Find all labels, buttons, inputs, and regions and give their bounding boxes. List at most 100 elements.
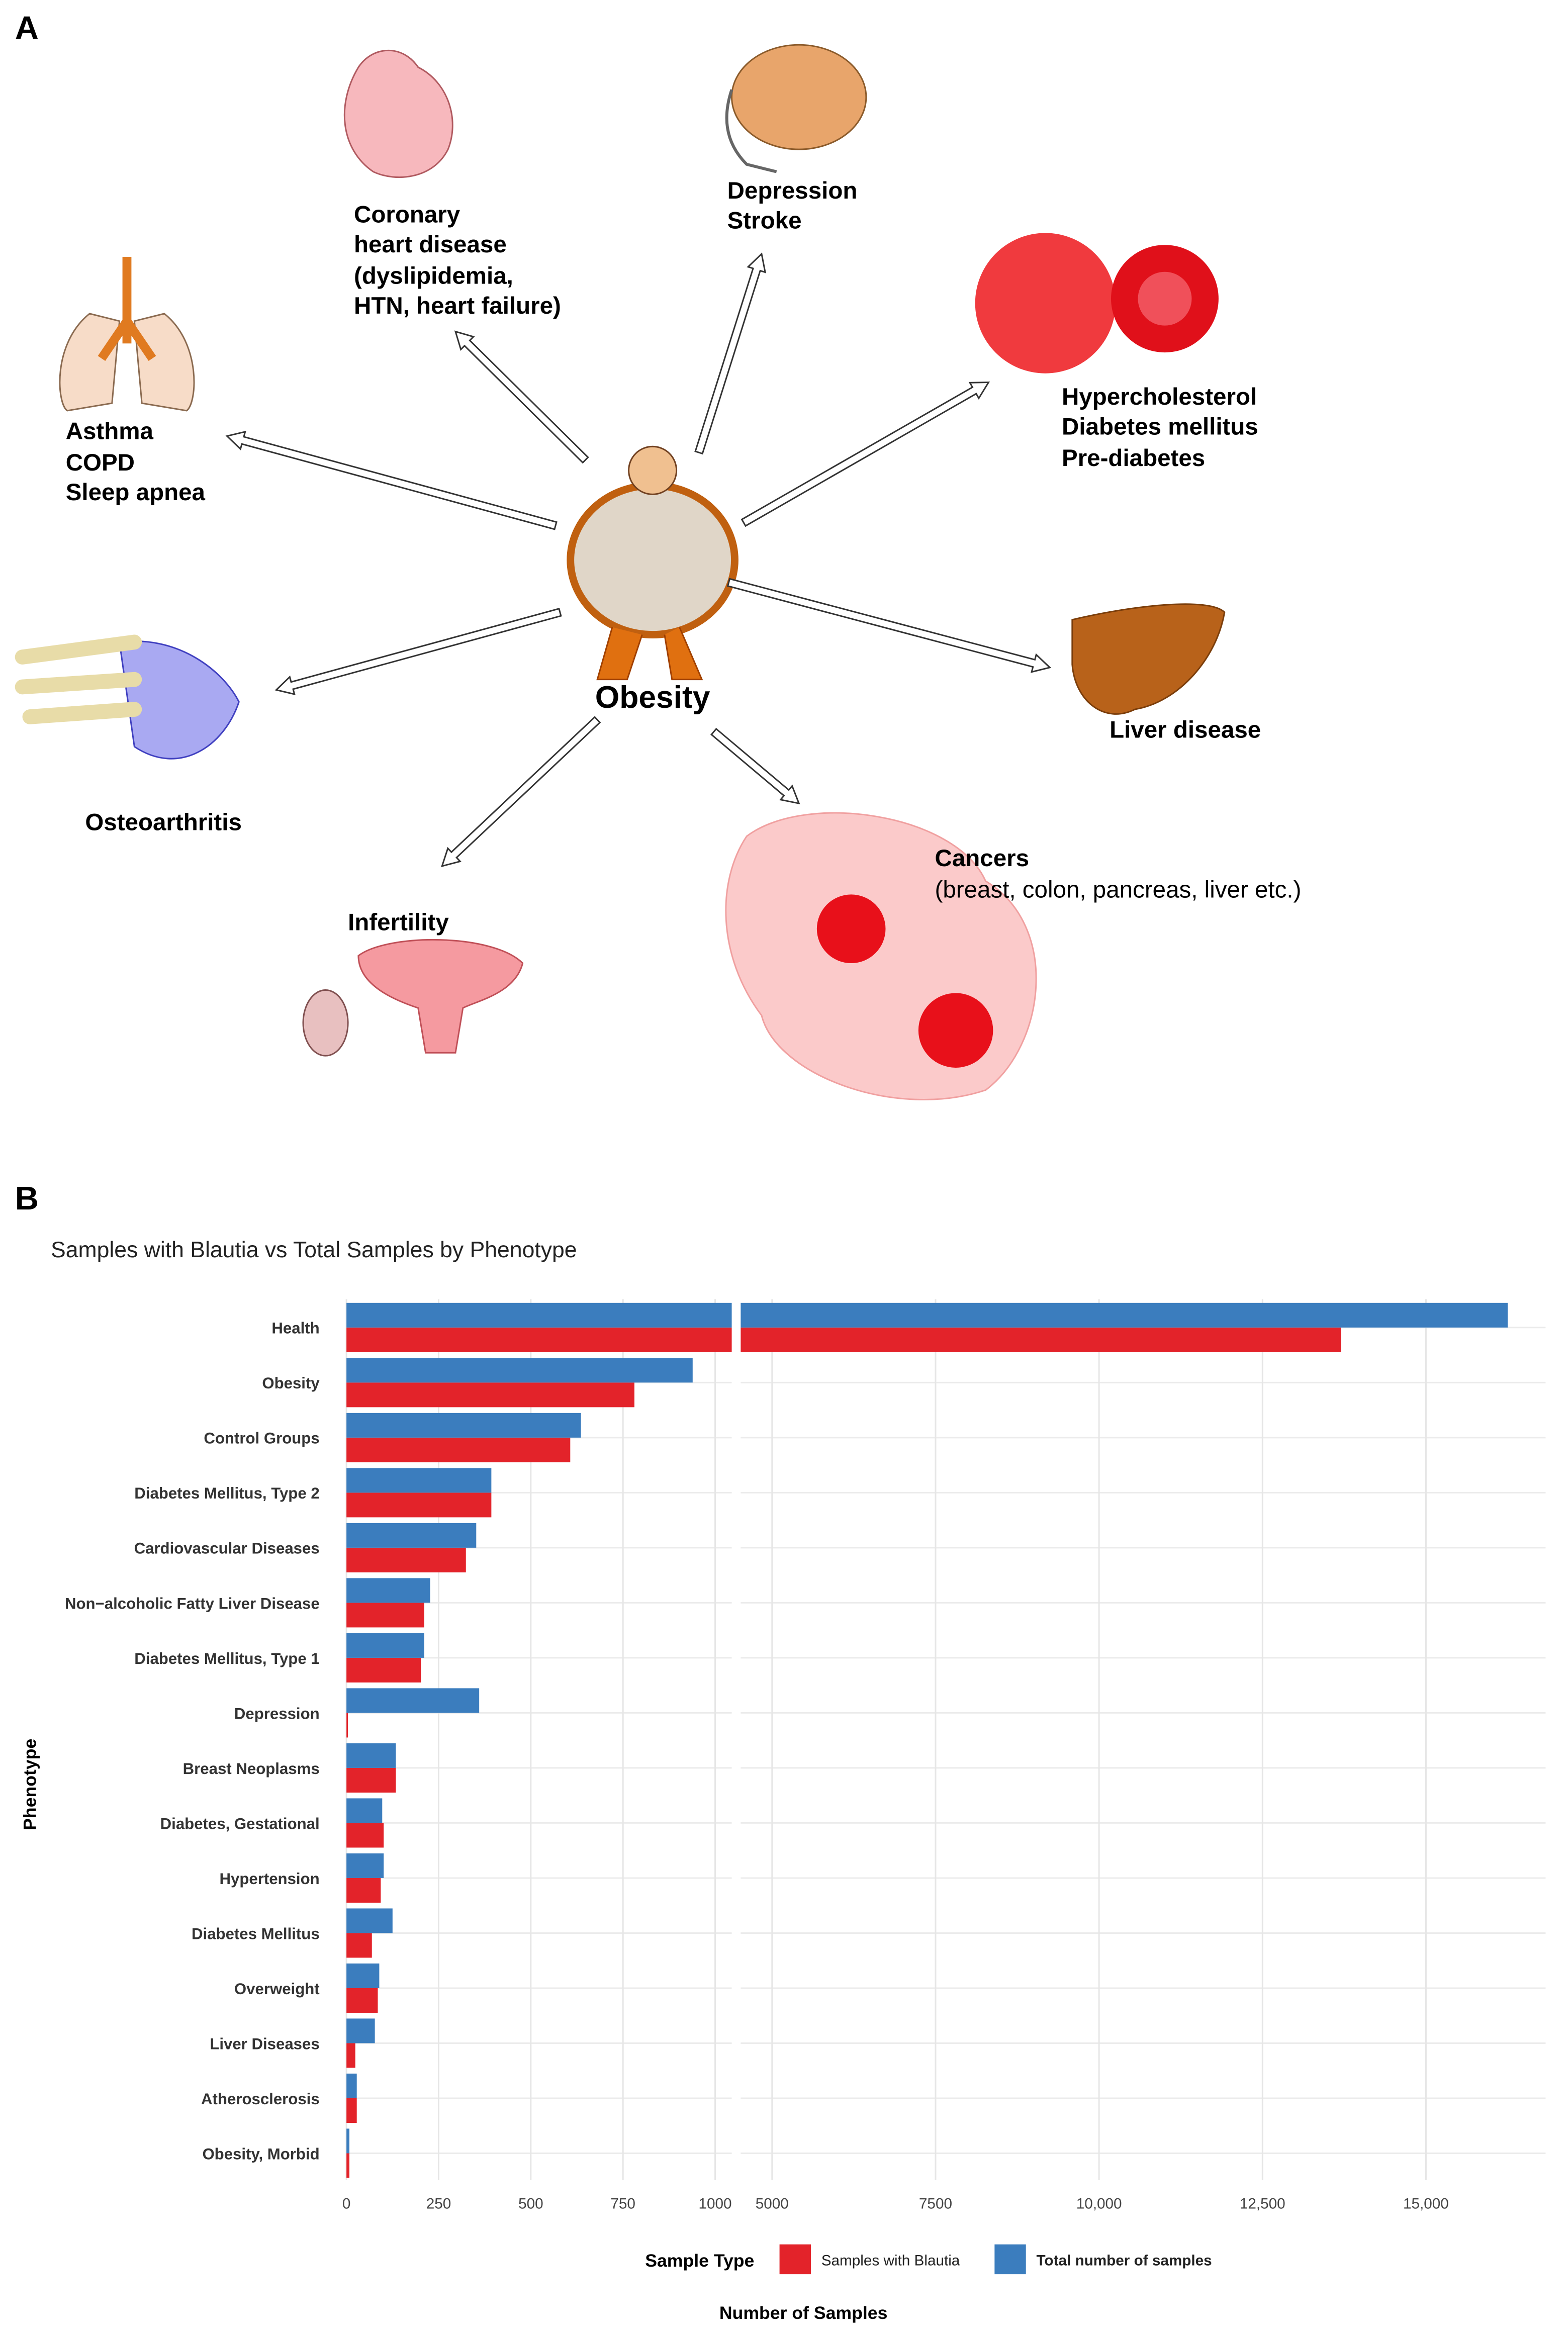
bar	[346, 1492, 492, 1518]
obesity-head	[628, 445, 678, 495]
x-tick-label: 1000	[699, 2195, 732, 2212]
arrow	[225, 430, 558, 530]
arrow	[454, 330, 589, 464]
nucleus	[816, 894, 886, 964]
panel-a: A Obesity Coronary heart disease (dyslip…	[15, 9, 1302, 1100]
joint-icon	[118, 640, 240, 760]
testis-icon	[302, 989, 349, 1057]
bar	[346, 1823, 384, 1848]
label-coronary: Coronary heart disease (dyslipidemia, HT…	[354, 202, 561, 319]
head-outline	[725, 89, 777, 173]
lungs-icon	[59, 313, 195, 412]
blood-cell-center	[1138, 271, 1192, 326]
bar	[346, 1302, 732, 1328]
bar	[346, 1743, 396, 1768]
label-line: HTN, heart failure)	[354, 293, 561, 319]
y-tick-label: Control Groups	[204, 1430, 319, 1447]
obesity-figure	[567, 482, 739, 638]
x-tick-label: 10,000	[1076, 2195, 1122, 2212]
label-line: Cancers	[935, 845, 1030, 872]
y-tick-label: Non−alcoholic Fatty Liver Disease	[65, 1595, 320, 1612]
label-line: Hypercholesterol	[1062, 384, 1257, 410]
label-line: Pre-diabetes	[1062, 445, 1205, 472]
arrow	[441, 716, 601, 868]
x-tick-label: 12,500	[1240, 2195, 1285, 2212]
bar	[346, 1798, 383, 1823]
obesity-legs	[596, 627, 703, 681]
bar	[741, 1302, 1508, 1328]
bar	[346, 2153, 350, 2178]
panel-letter: B	[15, 1180, 39, 1217]
bar	[346, 1713, 348, 1738]
legend-label: Samples with Blautia	[821, 2252, 960, 2269]
label-line: Sleep apnea	[66, 479, 206, 506]
y-tick-label: Health	[271, 1320, 319, 1337]
label-line: Depression	[727, 177, 858, 204]
bar	[346, 2128, 350, 2154]
x-axis-title: Number of Samples	[719, 2303, 888, 2323]
panel-b: Samples with Blautia vs Total Samples by…	[20, 1238, 1546, 2323]
y-tick-label: Diabetes, Gestational	[160, 1815, 320, 1832]
bar	[346, 1523, 477, 1548]
arrow	[726, 578, 1052, 673]
y-tick-label: Liver Diseases	[210, 2035, 319, 2052]
bar	[346, 1382, 634, 1408]
nucleus	[918, 993, 993, 1068]
x-tick-label: 0	[342, 2195, 351, 2212]
arrow	[694, 252, 767, 455]
label-line: Diabetes mellitus	[1062, 413, 1258, 440]
y-tick-label: Diabetes Mellitus	[192, 1925, 320, 1942]
y-tick-label: Diabetes Mellitus, Type 2	[134, 1484, 319, 1502]
y-tick-label: Obesity, Morbid	[202, 2145, 319, 2163]
bar	[346, 1767, 396, 1793]
y-tick-label: Breast Neoplasms	[183, 1760, 320, 1778]
bar	[346, 1327, 732, 1352]
label-line: Infertility	[348, 909, 449, 936]
label-line: Liver disease	[1110, 716, 1261, 743]
liver-icon	[1071, 603, 1226, 715]
y-tick-label: Cardiovascular Diseases	[134, 1540, 320, 1557]
label-line: Asthma	[66, 418, 154, 444]
blood-cell	[975, 233, 1116, 374]
y-tick-label: Overweight	[234, 1980, 320, 1998]
bar	[346, 1413, 581, 1438]
panel-letter: A	[15, 9, 39, 46]
x-tick-label: 7500	[919, 2195, 952, 2212]
heart-icon	[343, 50, 453, 178]
x-tick-label: 500	[518, 2195, 543, 2212]
bar	[346, 2098, 357, 2123]
bar	[741, 1327, 1341, 1352]
bar	[346, 1688, 480, 1713]
bar	[346, 1988, 378, 2013]
label-line: COPD	[66, 449, 135, 476]
trachea	[98, 256, 156, 361]
bar	[346, 1853, 384, 1878]
bar	[346, 1547, 466, 1572]
bar	[346, 2043, 355, 2068]
finger-bones	[15, 634, 142, 724]
bar	[346, 1603, 424, 1628]
center-label: Obesity	[595, 680, 710, 715]
bar	[346, 1908, 393, 1933]
label-line: (breast, colon, pancreas, liver etc.)	[935, 876, 1302, 903]
x-tick-label: 750	[610, 2195, 635, 2212]
x-tick-label: 15,000	[1403, 2195, 1449, 2212]
label-line: heart disease	[354, 231, 507, 258]
x-tick-label: 250	[426, 2195, 451, 2212]
y-tick-label: Atherosclerosis	[201, 2090, 320, 2108]
brain-icon	[731, 44, 867, 150]
label-line: Stroke	[727, 208, 802, 234]
label-line: Coronary	[354, 202, 460, 228]
legend-swatch	[994, 2244, 1026, 2275]
bar	[346, 1933, 372, 1958]
label-line: (dyslipidemia,	[354, 262, 513, 289]
label-line: Osteoarthritis	[85, 809, 242, 836]
legend-label: Total number of samples	[1037, 2252, 1212, 2269]
x-tick-label: 5000	[756, 2195, 789, 2212]
y-tick-label: Hypertension	[219, 1870, 319, 1888]
legend-swatch	[779, 2244, 811, 2275]
bar	[346, 1468, 492, 1493]
bar	[346, 1657, 421, 1683]
arrow	[741, 381, 990, 527]
